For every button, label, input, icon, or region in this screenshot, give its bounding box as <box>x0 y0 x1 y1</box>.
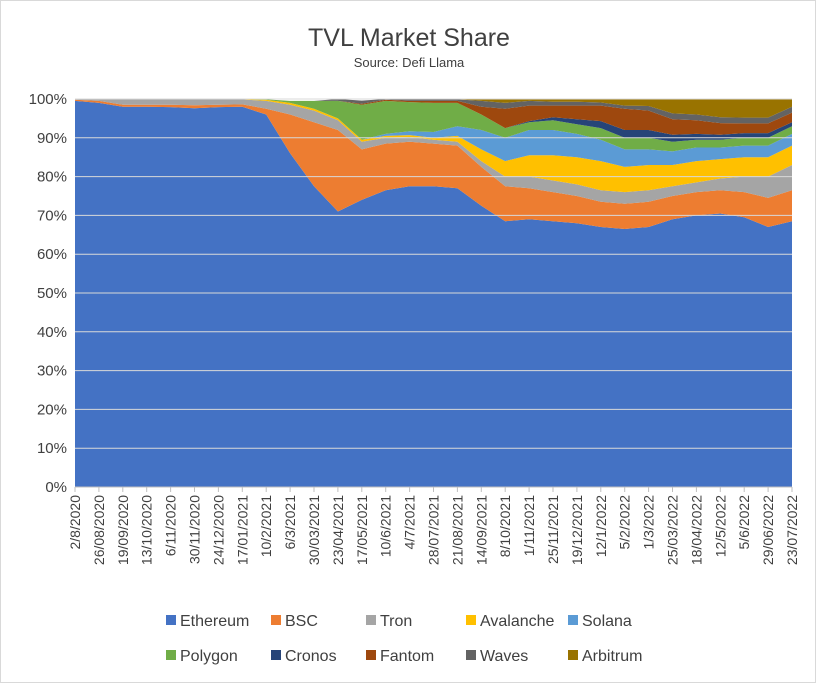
legend-label-ethereum: Ethereum <box>180 613 249 630</box>
legend-label-bsc: BSC <box>285 613 318 630</box>
x-tick-label: 8/10/2021 <box>497 495 513 557</box>
x-tick-label: 30/03/2021 <box>306 495 322 565</box>
legend-label-cronos: Cronos <box>285 648 337 665</box>
x-tick-label: 4/7/2021 <box>402 495 418 550</box>
area-arbitrum <box>75 99 792 118</box>
y-tick-label: 50% <box>37 285 67 302</box>
legend-label-waves: Waves <box>480 648 528 665</box>
area-solana <box>75 99 792 167</box>
x-tick-label: 25/11/2021 <box>545 495 561 564</box>
y-tick-label: 80% <box>37 169 67 186</box>
legend-swatch-solana <box>568 615 578 625</box>
x-tick-label: 5/6/2022 <box>736 495 752 550</box>
y-tick-label: 10% <box>37 440 67 457</box>
x-tick-label: 19/09/2020 <box>115 495 131 565</box>
y-tick-label: 60% <box>37 246 67 263</box>
legend-swatch-fantom <box>366 650 376 660</box>
y-tick-label: 70% <box>37 207 67 224</box>
x-tick-label: 23/07/2022 <box>784 495 800 565</box>
legend-label-arbitrum: Arbitrum <box>582 648 642 665</box>
x-tick-label: 24/12/2020 <box>210 495 226 565</box>
x-tick-label: 13/10/2020 <box>139 495 155 565</box>
x-tick-label: 21/08/2021 <box>449 495 465 565</box>
x-tick-label: 26/08/2020 <box>91 495 107 565</box>
y-tick-label: 90% <box>37 130 67 147</box>
x-tick-label: 12/1/2022 <box>593 495 609 557</box>
x-tick-label: 23/04/2021 <box>330 495 346 565</box>
x-tick-label: 5/2/2022 <box>617 495 633 550</box>
x-tick-label: 19/12/2021 <box>569 495 585 565</box>
area-ethereum <box>75 100 792 488</box>
area-avalanche <box>75 99 792 193</box>
x-tick-label: 1/11/2021 <box>521 495 537 556</box>
legend-swatch-polygon <box>166 650 176 660</box>
legend-swatch-arbitrum <box>568 650 578 660</box>
x-tick-label: 18/04/2022 <box>688 495 704 565</box>
legend-label-solana: Solana <box>582 613 632 630</box>
x-tick-label: 25/03/2022 <box>665 495 681 565</box>
x-tick-label: 17/01/2021 <box>234 495 250 565</box>
x-tick-label: 29/06/2022 <box>760 495 776 565</box>
legend-label-tron: Tron <box>380 613 412 630</box>
x-axis: 2/8/2020 26/08/2020 19/09/2020 13/10/2020 6/… <box>67 486 800 565</box>
chart-subtitle: Source: Defi Llama <box>354 55 465 70</box>
legend-swatch-cronos <box>271 650 281 660</box>
x-tick-label: 1/3/2022 <box>641 495 657 550</box>
y-tick-label: 30% <box>37 363 67 380</box>
x-tick-label: 12/5/2022 <box>712 495 728 557</box>
y-tick-label: 20% <box>37 401 67 418</box>
chart-title: TVL Market Share <box>308 24 510 52</box>
x-tick-label: 6/3/2021 <box>282 495 298 550</box>
area-waves <box>75 99 792 124</box>
y-tick-label: 40% <box>37 324 67 341</box>
legend-label-fantom: Fantom <box>380 648 434 665</box>
legend-swatch-bsc <box>271 615 281 625</box>
x-tick-label: 10/6/2021 <box>378 495 394 557</box>
y-tick-label: 0% <box>45 479 67 496</box>
legend: Ethereum BSC Tron Avalanche Solana Polygon Cro… <box>166 613 642 665</box>
legend-swatch-waves <box>466 650 476 660</box>
x-tick-label: 10/2/2021 <box>258 495 274 557</box>
x-tick-label: 28/07/2021 <box>426 495 442 565</box>
legend-swatch-ethereum <box>166 615 176 625</box>
legend-swatch-tron <box>366 615 376 625</box>
legend-swatch-avalanche <box>466 615 476 625</box>
x-tick-label: 2/8/2020 <box>67 495 83 550</box>
legend-label-avalanche: Avalanche <box>480 613 555 630</box>
area-fantom <box>75 99 792 135</box>
x-tick-label: 6/11/2020 <box>163 495 179 556</box>
area-cronos <box>75 99 792 142</box>
x-tick-label: 17/05/2021 <box>354 495 370 565</box>
x-tick-label: 14/09/2021 <box>473 495 489 565</box>
x-tick-label: 30/11/2020 <box>187 495 203 564</box>
legend-label-polygon: Polygon <box>180 648 238 665</box>
area-bsc <box>75 99 792 229</box>
y-axis: 0% 10% 20% 30% 40% 50% 60% 70% 80% 90% 100% <box>29 91 792 496</box>
y-tick-label: 100% <box>29 91 67 108</box>
